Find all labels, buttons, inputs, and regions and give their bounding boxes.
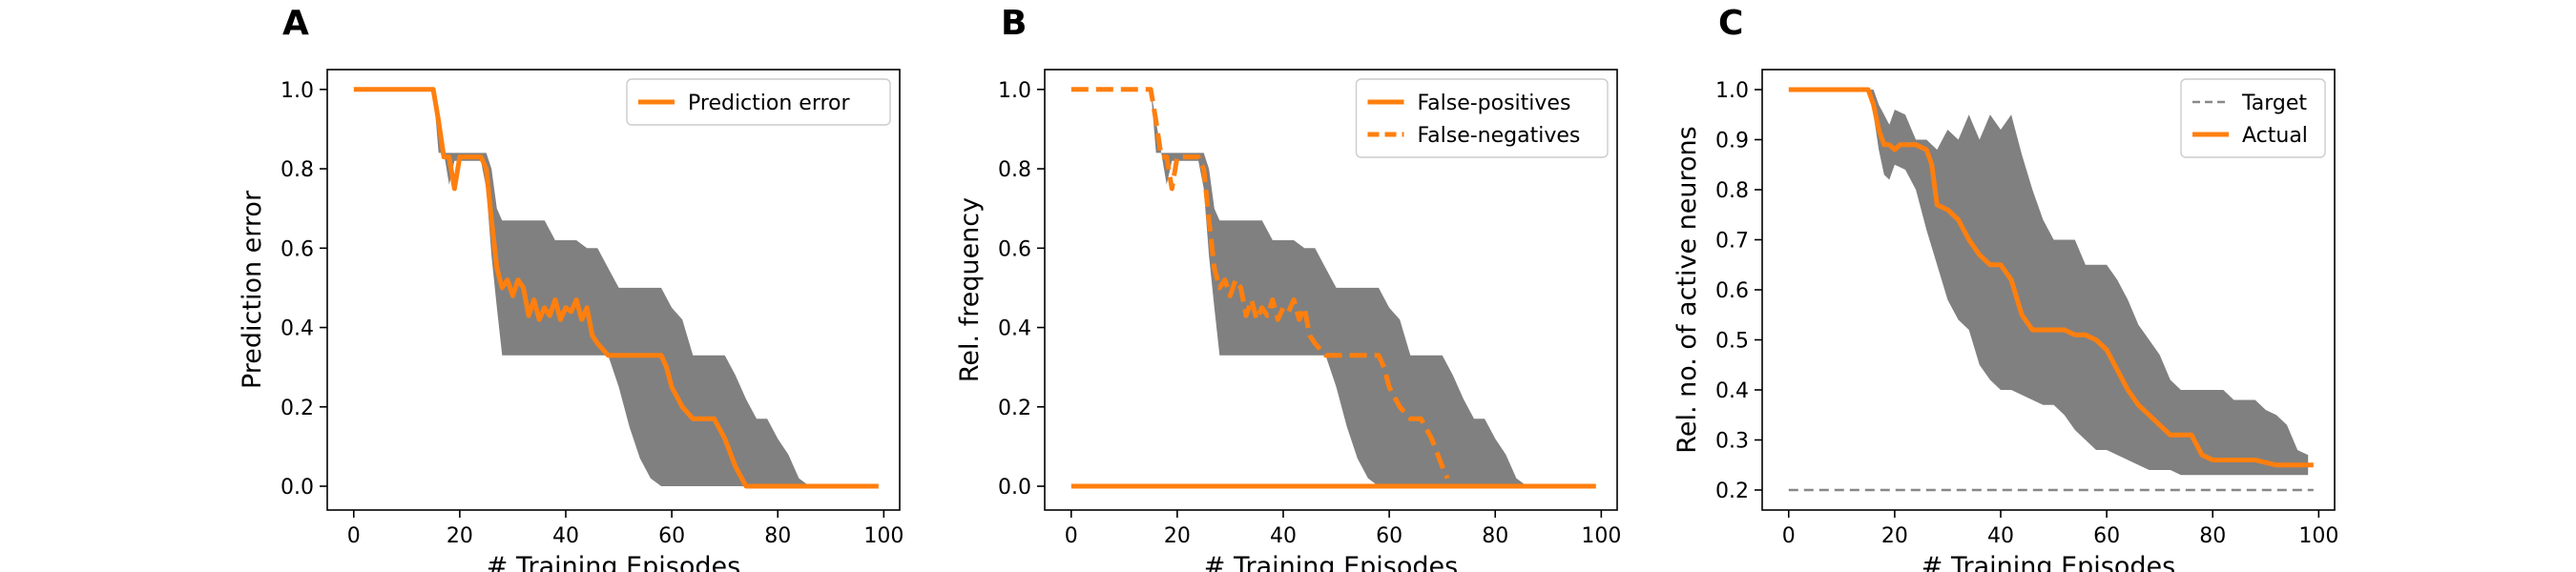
x-tick-label: 80 — [1482, 524, 1508, 548]
uncertainty-band-layer — [353, 89, 879, 487]
panel-b: B 0 20 40 60 80 100 0.0 0.2 0.4 0.6 0.8 1.0 False-… — [955, 4, 1621, 572]
panel-a: A 0 20 40 60 80 100 0.0 0.2 0.4 0.6 0.8 1.0 Predic… — [238, 4, 904, 572]
x-tick-label: 60 — [658, 524, 685, 548]
series-lines-layer — [353, 87, 879, 489]
y-axis-label: Rel. no. of active neurons — [1672, 126, 1702, 453]
legend-label: Prediction error — [688, 92, 850, 115]
legend-label: Actual — [2242, 124, 2308, 148]
legend-box — [1355, 78, 1609, 158]
x-tick-label: 60 — [1376, 524, 1402, 548]
y-tick-label: 0.3 — [1715, 430, 1749, 454]
y-tick-label: 0.5 — [1715, 330, 1749, 354]
plot-area: 0 20 40 60 80 100 0.0 0.2 0.4 0.6 0.8 1.0 Predicti… — [280, 69, 904, 548]
panel-c: C 0 20 40 60 80 100 0.2 0.3 0.4 0.5 0.6 0.7 0.8 0.9 1… — [1672, 4, 2338, 572]
legend: False-positives False-negatives — [1355, 78, 1609, 158]
x-tick-label: 60 — [2093, 524, 2120, 548]
panel-label: B — [1001, 4, 1027, 43]
x-tick-label: 0 — [1065, 524, 1078, 548]
x-axis-label: # Training Episodes — [1922, 552, 2175, 572]
y-tick-label: 0.2 — [1715, 480, 1749, 503]
series-line-prediction-error — [353, 87, 879, 489]
y-tick-label: 0.6 — [1715, 279, 1749, 303]
y-axis-ticks: 0.2 0.3 0.4 0.5 0.6 0.7 0.8 0.9 1.0 — [1715, 79, 1762, 503]
plot-area: 0 20 40 60 80 100 0.2 0.3 0.4 0.5 0.6 0.7 0.8 0.9 1.0… — [1715, 69, 2338, 548]
y-tick-label: 1.0 — [998, 79, 1031, 103]
uncertainty-band — [1788, 90, 2309, 476]
y-tick-label: 0.4 — [998, 317, 1031, 341]
x-axis-label: # Training Episodes — [487, 552, 740, 572]
y-tick-label: 1.0 — [1715, 79, 1749, 103]
x-tick-label: 100 — [863, 524, 904, 548]
x-axis-ticks: 0 20 40 60 80 100 — [1782, 510, 2338, 548]
uncertainty-band — [353, 89, 879, 487]
y-tick-label: 0.2 — [998, 397, 1031, 420]
x-tick-label: 80 — [764, 524, 791, 548]
y-tick-label: 1.0 — [280, 79, 314, 103]
y-axis-label: Prediction error — [238, 190, 267, 389]
y-tick-label: 0.0 — [998, 476, 1031, 500]
series-lines-layer — [1788, 87, 2314, 492]
legend-label: Target — [2241, 92, 2307, 115]
x-tick-label: 40 — [1270, 524, 1297, 548]
y-tick-label: 0.6 — [998, 237, 1031, 261]
x-axis-label: # Training Episodes — [1204, 552, 1458, 572]
y-tick-label: 0.0 — [280, 476, 314, 500]
legend: Target Actual — [2180, 78, 2326, 158]
x-tick-label: 20 — [1164, 524, 1191, 548]
uncertainty-band-layer — [1788, 90, 2309, 476]
legend-box — [626, 78, 891, 126]
legend-box — [2180, 78, 2326, 158]
x-tick-label: 100 — [1581, 524, 1621, 548]
x-tick-label: 40 — [552, 524, 579, 548]
y-tick-label: 0.4 — [1715, 379, 1749, 403]
y-tick-label: 0.8 — [998, 158, 1031, 182]
x-tick-label: 20 — [447, 524, 473, 548]
y-tick-label: 0.8 — [1715, 179, 1749, 203]
y-axis-label: Rel. frequency — [955, 197, 985, 382]
y-tick-label: 0.9 — [1715, 130, 1749, 153]
x-axis-ticks: 0 20 40 60 80 100 — [347, 510, 904, 548]
axes-frame — [326, 69, 901, 511]
legend-label: False-negatives — [1418, 124, 1581, 148]
panel-label: A — [282, 4, 309, 43]
series-line-actual — [1788, 87, 2314, 468]
y-tick-label: 0.4 — [280, 317, 314, 341]
y-tick-label: 0.8 — [280, 158, 314, 182]
x-axis-ticks: 0 20 40 60 80 100 — [1065, 510, 1621, 548]
x-tick-label: 40 — [1987, 524, 2014, 548]
axes-frame — [1044, 69, 1618, 511]
series-line-false-negatives — [1070, 87, 1450, 480]
x-tick-label: 0 — [1782, 524, 1796, 548]
y-tick-label: 0.2 — [280, 397, 314, 420]
series-lines-layer — [1070, 87, 1596, 489]
y-tick-label: 0.6 — [280, 237, 314, 261]
panel-label: C — [1718, 4, 1743, 43]
uncertainty-band — [1070, 89, 1596, 487]
legend: Prediction error — [626, 78, 891, 126]
x-tick-label: 20 — [1881, 524, 1908, 548]
uncertainty-band-layer — [1070, 89, 1596, 487]
y-axis-ticks: 0.0 0.2 0.4 0.6 0.8 1.0 — [998, 79, 1045, 500]
plot-area: 0 20 40 60 80 100 0.0 0.2 0.4 0.6 0.8 1.0 False-po… — [998, 69, 1621, 548]
x-tick-label: 100 — [2298, 524, 2338, 548]
legend-label: False-positives — [1418, 92, 1571, 115]
y-axis-ticks: 0.0 0.2 0.4 0.6 0.8 1.0 — [280, 79, 327, 500]
x-tick-label: 80 — [2199, 524, 2226, 548]
y-tick-label: 0.7 — [1715, 230, 1749, 254]
x-tick-label: 0 — [347, 524, 361, 548]
